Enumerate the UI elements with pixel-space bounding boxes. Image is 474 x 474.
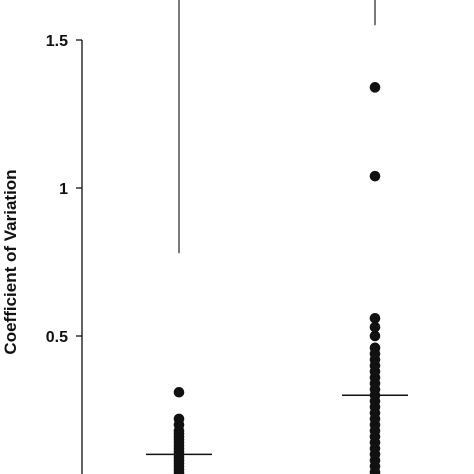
data-point xyxy=(369,82,381,93)
group-1 xyxy=(146,0,212,474)
group-2 xyxy=(342,0,408,474)
y-ticks: 0.5 1 1.5 xyxy=(46,33,82,346)
y-tick-label: 0.5 xyxy=(46,329,68,346)
data-point xyxy=(369,342,381,354)
data-point xyxy=(369,321,381,333)
data-point xyxy=(369,312,381,324)
y-axis-title: Coefficient of Variation xyxy=(1,169,20,354)
y-tick-label: 1 xyxy=(59,181,68,198)
data-point xyxy=(173,413,185,425)
y-tick-label: 1.5 xyxy=(46,33,68,50)
data-point xyxy=(173,386,185,398)
data-point xyxy=(369,170,381,182)
data-point xyxy=(369,330,381,342)
plot-area xyxy=(146,0,408,474)
